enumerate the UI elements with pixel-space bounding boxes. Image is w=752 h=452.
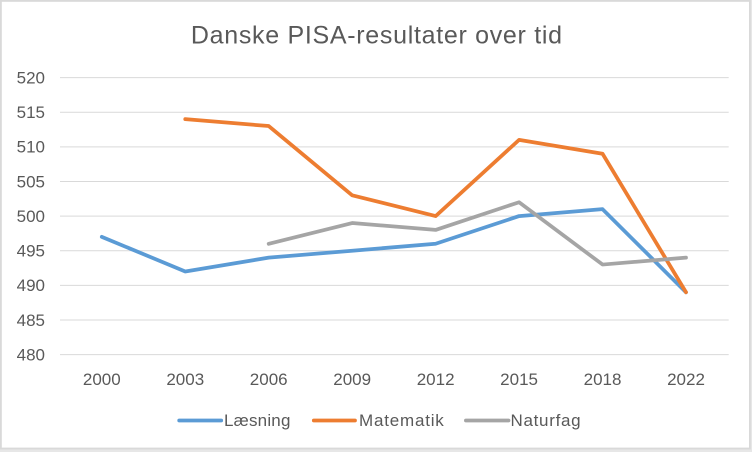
svg-text:Danske PISA-resultater over ti: Danske PISA-resultater over tid [191, 22, 563, 50]
svg-text:2015: 2015 [500, 370, 538, 389]
svg-text:Naturfag: Naturfag [511, 411, 582, 430]
svg-text:505: 505 [17, 172, 45, 191]
svg-text:2022: 2022 [667, 370, 705, 389]
svg-text:2000: 2000 [83, 370, 121, 389]
svg-text:490: 490 [17, 276, 45, 295]
svg-text:510: 510 [17, 138, 45, 157]
svg-text:485: 485 [17, 311, 45, 330]
svg-text:515: 515 [17, 103, 45, 122]
svg-text:Læsning: Læsning [224, 411, 291, 430]
svg-text:2012: 2012 [417, 370, 455, 389]
svg-text:Matematik: Matematik [359, 411, 445, 430]
svg-text:520: 520 [17, 69, 45, 88]
svg-text:495: 495 [17, 242, 45, 261]
svg-text:480: 480 [17, 346, 45, 365]
svg-text:2003: 2003 [166, 370, 204, 389]
svg-text:2006: 2006 [250, 370, 288, 389]
svg-text:500: 500 [17, 207, 45, 226]
svg-text:2018: 2018 [584, 370, 622, 389]
svg-text:2009: 2009 [333, 370, 371, 389]
